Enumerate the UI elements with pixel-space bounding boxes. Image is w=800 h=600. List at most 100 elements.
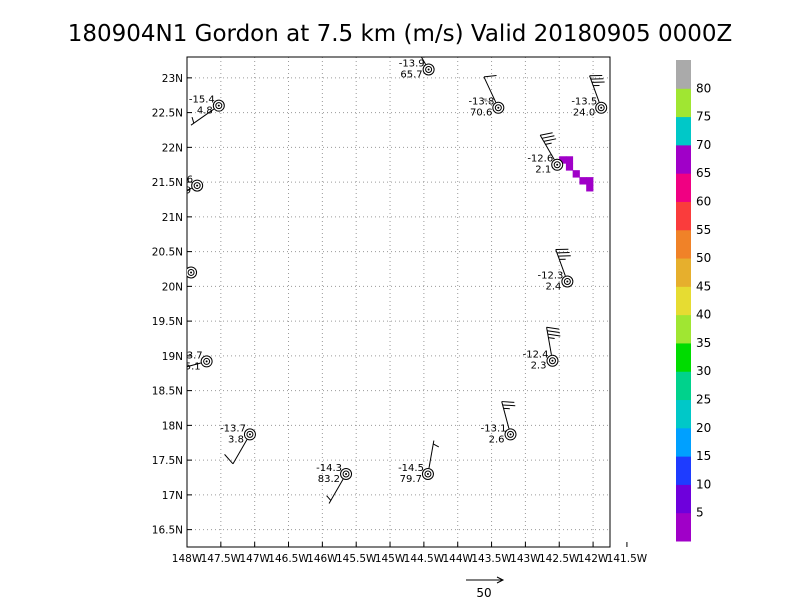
- station-ring-inner: [563, 277, 571, 285]
- colorbar-segment: [676, 60, 691, 89]
- station-temperature: -14.5: [398, 463, 424, 474]
- x-tick-label: 148W: [172, 553, 203, 565]
- plot-frame: [186, 56, 611, 548]
- colorbar-segment: [676, 484, 691, 514]
- wind-speed-cell: [572, 170, 580, 178]
- station-value: 5.1: [185, 361, 201, 372]
- wind-barb-staff: [428, 440, 435, 469]
- station-ring-inner: [548, 357, 556, 365]
- wind-speed-cell: [565, 156, 574, 164]
- y-tick-label: 20N: [162, 281, 183, 293]
- wind-speed-cell: [565, 163, 574, 171]
- reference-vector-label: 50: [476, 586, 491, 600]
- x-tick-label: 147W: [239, 553, 270, 565]
- motion-arrow: [483, 98, 492, 104]
- y-tick-label: 19N: [162, 351, 183, 363]
- wind-barb-staff: [190, 108, 215, 126]
- wind-barb-staff: [187, 362, 201, 368]
- station-temperature: -13.5: [571, 97, 597, 108]
- station-value: 3.8: [228, 434, 244, 445]
- station-temperature: -13.7: [220, 423, 246, 434]
- station-dot: [509, 433, 512, 436]
- colorbar-tick-label: 20: [696, 421, 711, 435]
- reference-vector-arrowhead: [496, 576, 505, 584]
- x-tick-label: 143.5W: [471, 553, 512, 565]
- y-tick-label: 23N: [162, 73, 183, 85]
- station-ring-inner: [342, 470, 350, 478]
- wind-speed-cell: [579, 177, 587, 185]
- colorbar-segment: [676, 314, 691, 344]
- station-dot: [345, 473, 348, 476]
- wind-speed-cell: [586, 177, 594, 185]
- wind-barb-flag: [191, 116, 195, 124]
- colorbar-segment: [676, 258, 691, 287]
- x-tick-label: 144.5W: [404, 553, 445, 565]
- colorbar-tick-label: 80: [696, 81, 711, 95]
- wind-barb-flag: [483, 74, 497, 78]
- station: -13.965.7: [399, 57, 435, 81]
- reference-vector: 50: [466, 576, 505, 600]
- station-value: 2.4: [545, 281, 561, 292]
- wind-barb-staff: [546, 327, 552, 355]
- colorbar-segment: [676, 88, 691, 118]
- wind-barb-staff: [232, 439, 248, 465]
- colorbar-segment: [676, 427, 691, 457]
- y-tick-label: 21.5N: [152, 177, 183, 189]
- wind-barb-staff: [187, 187, 192, 191]
- wind-barb-flag: [326, 495, 332, 501]
- colorbar-segment: [676, 116, 691, 146]
- colorbar-tick-label: 10: [696, 477, 711, 491]
- station-temperature: -15.4: [189, 95, 215, 106]
- wind-barb-flag: [165, 187, 166, 200]
- colorbar-tick-label: 70: [696, 138, 711, 152]
- station: [187, 266, 198, 279]
- station-temperature: -12.6: [527, 154, 553, 165]
- station: -13.12.6: [481, 401, 517, 445]
- y-tick-label: 20.5N: [152, 247, 183, 259]
- colorbar-tick-label: 30: [696, 364, 711, 378]
- y-tick-label: 17N: [162, 490, 183, 502]
- colorbar: 5 10 15 20 25 30 35 40 45 50 55 60 65 70 75 80: [676, 60, 711, 542]
- station: -14.579.7: [398, 440, 440, 485]
- station: -14.383.2: [316, 463, 353, 504]
- x-tick-label: 145W: [375, 553, 406, 565]
- wind-speed-cell: [586, 184, 594, 192]
- station-dot: [248, 433, 251, 436]
- station-value: .9: [182, 186, 192, 197]
- colorbar-tick-label: 55: [696, 223, 711, 237]
- station-dot: [566, 280, 569, 283]
- station-ring-inner: [507, 430, 515, 438]
- wind-barb-flag: [432, 443, 440, 448]
- x-tick-label: 146W: [307, 553, 338, 565]
- stations-layer: -13.965.7-15.44.8-13.870.6-13.524.0-12.6…: [165, 57, 608, 504]
- wind-barb-flag: [541, 135, 555, 139]
- station: -6.9: [165, 175, 204, 200]
- station-value: 4.8: [197, 106, 213, 117]
- x-tick-label: 146.5W: [268, 553, 309, 565]
- colorbar-segment: [676, 286, 691, 316]
- wind-barb-flag: [547, 333, 561, 337]
- wind-barb-staff: [420, 57, 427, 65]
- x-tick-label: 143W: [510, 553, 541, 565]
- wind-barb-flag: [545, 142, 552, 145]
- x-tick-label: 142W: [578, 553, 609, 565]
- station-value: 2.3: [531, 361, 547, 372]
- station: -12.42.3: [523, 326, 561, 372]
- station-temperature: -12.4: [523, 350, 549, 361]
- wind-barb-staff: [328, 478, 344, 504]
- wind-barb-flag: [224, 454, 234, 465]
- colorbar-segment: [676, 371, 691, 401]
- station-dot: [427, 68, 430, 71]
- wind-speed-cell: [559, 156, 567, 164]
- wind-barb-flag: [501, 401, 515, 403]
- chart-title: 180904N1 Gordon at 7.5 km (m/s) Valid 20…: [68, 21, 733, 47]
- station-dot: [600, 106, 603, 109]
- wind-barb-staff: [501, 401, 510, 429]
- colorbar-segment: [676, 456, 691, 485]
- station-dot: [426, 473, 429, 476]
- x-tick-label: 147.5W: [201, 553, 242, 565]
- y-tick-label: 22.5N: [152, 108, 183, 120]
- station-dot: [205, 360, 208, 363]
- station-value: 70.6: [470, 108, 492, 119]
